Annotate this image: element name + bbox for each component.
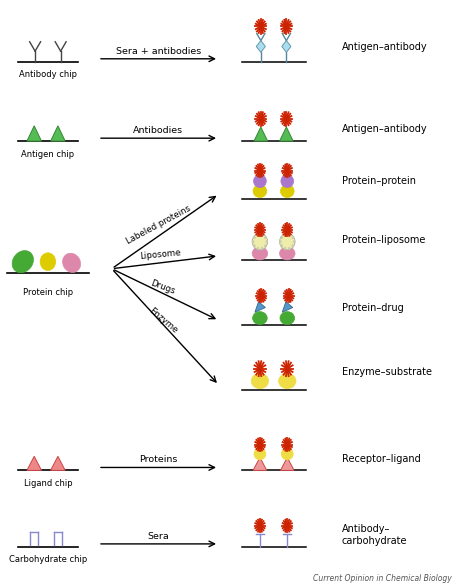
Ellipse shape	[288, 234, 290, 236]
Text: Antibody chip: Antibody chip	[19, 70, 77, 79]
Text: Labeled proteins: Labeled proteins	[125, 203, 192, 246]
Ellipse shape	[279, 240, 281, 243]
Ellipse shape	[291, 245, 293, 247]
Ellipse shape	[291, 236, 293, 239]
Ellipse shape	[280, 175, 293, 188]
Ellipse shape	[253, 185, 266, 198]
Polygon shape	[253, 127, 267, 141]
Ellipse shape	[256, 247, 258, 249]
Ellipse shape	[256, 234, 258, 236]
Text: Liposome: Liposome	[139, 248, 181, 261]
Ellipse shape	[252, 312, 267, 325]
Ellipse shape	[253, 236, 255, 239]
Ellipse shape	[253, 245, 255, 247]
Text: Drugs: Drugs	[148, 279, 176, 296]
Polygon shape	[279, 127, 293, 141]
Ellipse shape	[252, 240, 253, 243]
Ellipse shape	[12, 250, 33, 273]
Text: Carbohydrate chip: Carbohydrate chip	[9, 555, 87, 564]
Text: Receptor–ligand: Receptor–ligand	[341, 453, 420, 464]
Text: Protein chip: Protein chip	[23, 288, 73, 297]
Polygon shape	[27, 456, 41, 470]
Ellipse shape	[62, 253, 81, 272]
Text: Proteins: Proteins	[139, 455, 177, 465]
Ellipse shape	[288, 247, 290, 249]
Text: Sera: Sera	[147, 532, 169, 541]
Text: Ligand chip: Ligand chip	[24, 479, 72, 488]
Polygon shape	[253, 457, 266, 470]
Text: Current Opinion in Chemical Biology: Current Opinion in Chemical Biology	[312, 574, 450, 583]
Text: Enzyme: Enzyme	[147, 306, 179, 335]
Text: Protein–protein: Protein–protein	[341, 176, 415, 186]
Ellipse shape	[281, 448, 293, 460]
Text: Antibody–
carbohydrate: Antibody– carbohydrate	[341, 524, 407, 546]
Ellipse shape	[264, 236, 266, 239]
Polygon shape	[51, 126, 65, 141]
Text: Antigen–antibody: Antigen–antibody	[341, 42, 427, 52]
Ellipse shape	[280, 245, 282, 247]
Polygon shape	[280, 457, 293, 470]
Polygon shape	[254, 302, 265, 312]
Ellipse shape	[253, 448, 265, 460]
Ellipse shape	[261, 247, 263, 249]
Text: Protein–drug: Protein–drug	[341, 302, 403, 313]
Polygon shape	[282, 302, 292, 312]
Polygon shape	[256, 41, 265, 52]
Ellipse shape	[293, 240, 294, 243]
Text: Antigen chip: Antigen chip	[21, 149, 74, 159]
Text: Antigen–antibody: Antigen–antibody	[341, 124, 427, 135]
Text: Antibodies: Antibodies	[133, 126, 183, 135]
Polygon shape	[281, 41, 290, 52]
Ellipse shape	[280, 185, 293, 198]
Text: Sera + antibodies: Sera + antibodies	[116, 46, 201, 56]
Ellipse shape	[279, 312, 294, 325]
Ellipse shape	[283, 247, 285, 249]
Ellipse shape	[251, 373, 268, 389]
Ellipse shape	[253, 175, 266, 188]
Ellipse shape	[279, 247, 294, 260]
Ellipse shape	[252, 247, 267, 260]
Ellipse shape	[265, 240, 267, 243]
Ellipse shape	[261, 234, 263, 236]
Ellipse shape	[283, 234, 285, 236]
Polygon shape	[27, 126, 41, 141]
Text: Protein–liposome: Protein–liposome	[341, 235, 425, 246]
Ellipse shape	[264, 245, 266, 247]
Ellipse shape	[252, 233, 267, 250]
Ellipse shape	[279, 233, 294, 250]
Ellipse shape	[278, 373, 295, 389]
Ellipse shape	[40, 253, 56, 270]
Polygon shape	[51, 456, 65, 470]
Text: Enzyme–substrate: Enzyme–substrate	[341, 367, 431, 377]
Ellipse shape	[280, 236, 282, 239]
